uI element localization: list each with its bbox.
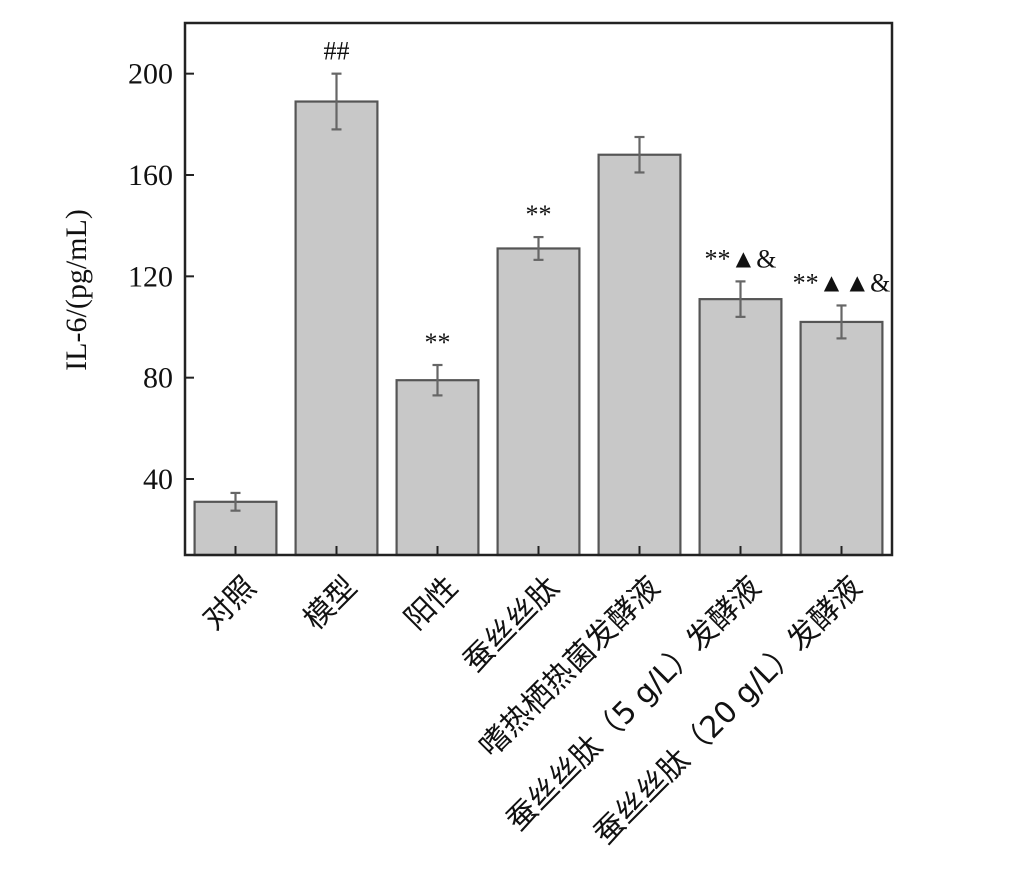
y-tick-label: 40 (143, 463, 173, 496)
x-tick-label: 模型 (297, 570, 364, 637)
x-tick-label: 嗜热栖热菌发酵液 (473, 570, 667, 764)
bar (395, 379, 480, 557)
bars-layer (193, 100, 884, 557)
y-tick-label: 200 (128, 58, 173, 91)
bar (698, 298, 783, 557)
x-tick-label: 对照 (196, 570, 263, 637)
significance-label: **▲& (705, 244, 777, 273)
bar (597, 153, 682, 557)
significance-label: ** (526, 200, 552, 229)
y-tick-label: 160 (128, 159, 173, 192)
bar (496, 247, 581, 557)
bar (799, 320, 884, 557)
bar (294, 100, 379, 557)
significance-label: ## (324, 37, 350, 66)
error-bars-layer (230, 72, 847, 512)
y-tick-label: 120 (128, 260, 173, 293)
y-axis-label: IL-6/(pg/mL) (60, 209, 93, 371)
significance-label: **▲▲& (793, 268, 891, 297)
x-tick-label: 阳性 (398, 570, 465, 637)
annotations-layer: ## ** ** **▲& **▲▲& (324, 37, 891, 357)
y-ticks-layer: 40 80 120 160 200 (128, 58, 194, 496)
significance-label: ** (425, 328, 451, 357)
y-tick-label: 80 (143, 362, 173, 395)
